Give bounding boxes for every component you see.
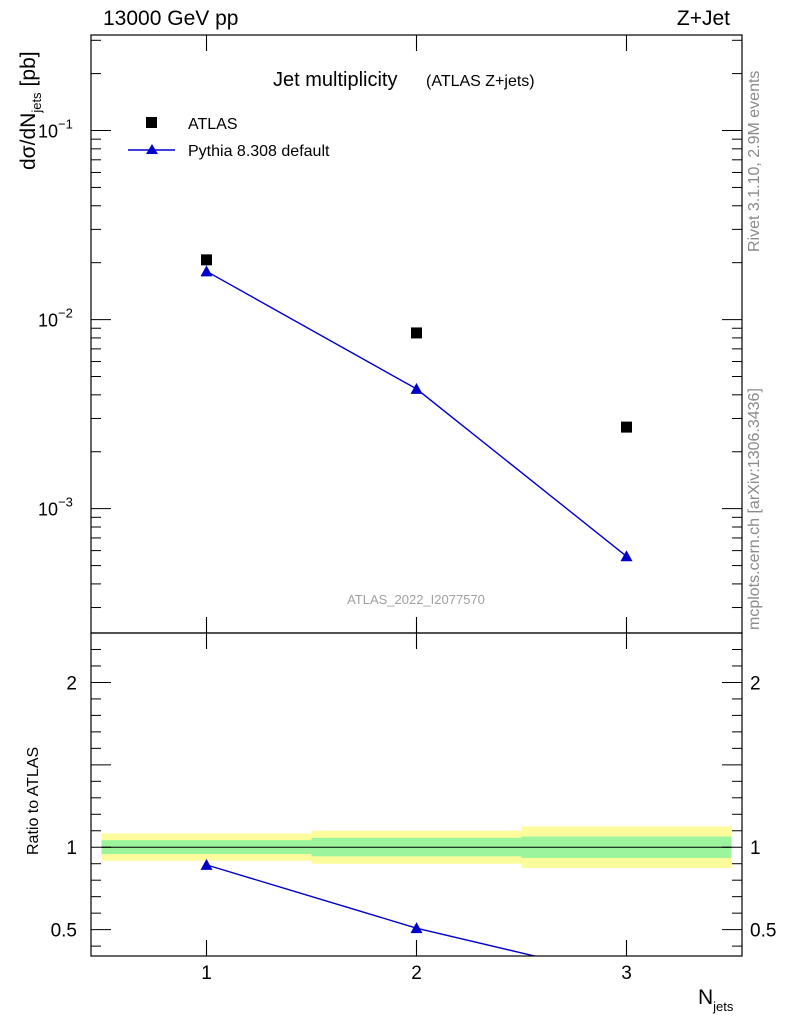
- y-axis-label-sub: jets: [29, 92, 44, 114]
- ratio-frame: [90, 632, 743, 957]
- ratio-y-tick-label-right: 0.5: [750, 921, 776, 942]
- ratio-y-tick-label: 0.5: [51, 921, 77, 942]
- ratio-y-tick-label-right: 1: [750, 838, 761, 859]
- x-axis-label-sub: jets: [712, 999, 734, 1014]
- chart-title: Jet multiplicity: [273, 69, 397, 91]
- ratio-pythia-point: [200, 858, 213, 870]
- main-ticks: [91, 35, 742, 633]
- analysis-watermark: ATLAS_2022_I2077570: [347, 592, 485, 607]
- main-panel: 10−1 10−2 10−3 Jet multiplicity (ATLAS Z+j…: [17, 34, 743, 634]
- y-axis-label: dσ/dNjets [pb]: [17, 51, 44, 170]
- main-tick-labels: 10−1 10−2 10−3: [38, 117, 73, 520]
- svg-text:dσ/dNjets[pb]: dσ/dNjets [pb]: [17, 51, 44, 170]
- main-y-tick-label: 10−2: [38, 306, 73, 331]
- pythia-point: [200, 265, 213, 277]
- pythia-point: [620, 550, 633, 562]
- ratio-pythia-point: [410, 922, 423, 934]
- ratio-panel: 1 2 3 0.5 0.5 1 1 2 2 Ratio to ATLAS Njets: [25, 632, 777, 1014]
- header-left-label: 13000 GeV pp: [103, 7, 239, 30]
- x-axis-label: Njets: [698, 986, 734, 1014]
- legend-label-atlas: ATLAS: [188, 116, 238, 133]
- ratio-series: [200, 858, 538, 956]
- main-y-tick-label: 10−3: [38, 495, 73, 520]
- pythia-point: [410, 382, 423, 394]
- legend-label-pythia: Pythia 8.308 default: [188, 143, 330, 160]
- y-axis-label-unit: [pb]: [17, 51, 40, 86]
- x-tick-label: 2: [411, 963, 422, 984]
- ratio-y-tick-label: 1: [66, 838, 77, 859]
- legend-marker-pythia: [146, 144, 158, 154]
- atlas-point: [201, 254, 212, 266]
- legend: ATLAS Pythia 8.308 default: [128, 116, 330, 160]
- chart-subtitle: (ATLAS Z+jets): [426, 73, 535, 90]
- x-axis-label-main: N: [698, 986, 713, 1009]
- y-axis-label-main: dσ/dN: [17, 113, 40, 170]
- ratio-y-tick-label: 2: [66, 673, 77, 694]
- pythia-line: [206, 270, 627, 557]
- atlas-point: [621, 421, 632, 433]
- ratio-y-axis-label: Ratio to ATLAS: [25, 747, 42, 855]
- x-tick-label: 1: [201, 963, 212, 984]
- x-tick-label: 3: [621, 963, 632, 984]
- main-y-tick-label: 10−1: [38, 117, 73, 142]
- atlas-point: [411, 327, 422, 339]
- ratio-tick-labels: 1 2 3 0.5 0.5 1 1 2 2: [51, 673, 777, 984]
- ratio-ticks: [91, 632, 742, 956]
- ratio-y-tick-label-right: 2: [750, 673, 761, 694]
- main-series: [200, 254, 633, 562]
- ratio-pythia-line: [206, 864, 538, 956]
- legend-marker-atlas: [146, 117, 157, 128]
- header-right-label: Z+Jet: [676, 7, 730, 30]
